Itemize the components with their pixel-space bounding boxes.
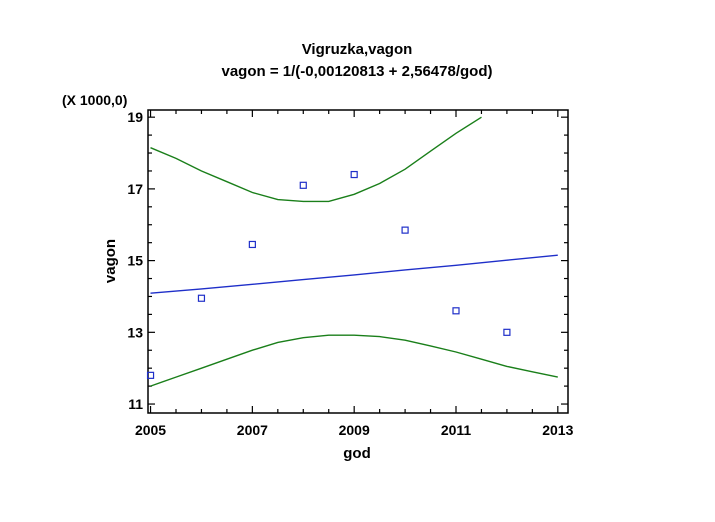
tick-labels: 2005 2007 2009 2011 2013 11 13 15 17 19 — [127, 109, 573, 438]
chart-subtitle: vagon = 1/(-0,00120813 + 2,56478/god) — [222, 63, 493, 80]
plot-frame — [147, 109, 569, 414]
series-layer — [146, 116, 558, 387]
y-tick-label: 11 — [128, 396, 143, 412]
data-point — [401, 226, 409, 234]
x-tick-label: 2011 — [441, 422, 472, 438]
chart-title: Vigruzka,vagon — [302, 41, 413, 58]
x-tick-label: 2005 — [135, 422, 166, 438]
x-axis-label: god — [343, 445, 371, 462]
data-point — [146, 371, 155, 379]
fit-line — [150, 254, 558, 294]
y-tick-label: 15 — [127, 253, 143, 269]
y-tick-label: 19 — [127, 109, 143, 125]
y-tick-label: 13 — [127, 324, 143, 340]
data-point — [503, 328, 511, 336]
x-tick-label: 2009 — [339, 422, 370, 438]
x-tick-label: 2013 — [542, 422, 573, 438]
data-point — [197, 294, 206, 302]
x-tick-label: 2007 — [237, 422, 268, 438]
tick-marks — [148, 110, 568, 413]
data-point — [248, 240, 256, 249]
data-point — [350, 170, 358, 179]
y-tick-label: 17 — [127, 181, 143, 197]
data-point — [452, 307, 460, 315]
upper-confidence-band — [150, 116, 482, 203]
y-axis-label: vagon — [102, 239, 119, 283]
lower-confidence-band — [150, 334, 558, 387]
y-scale-note: (X 1000,0) — [62, 92, 127, 108]
data-point — [299, 181, 307, 189]
